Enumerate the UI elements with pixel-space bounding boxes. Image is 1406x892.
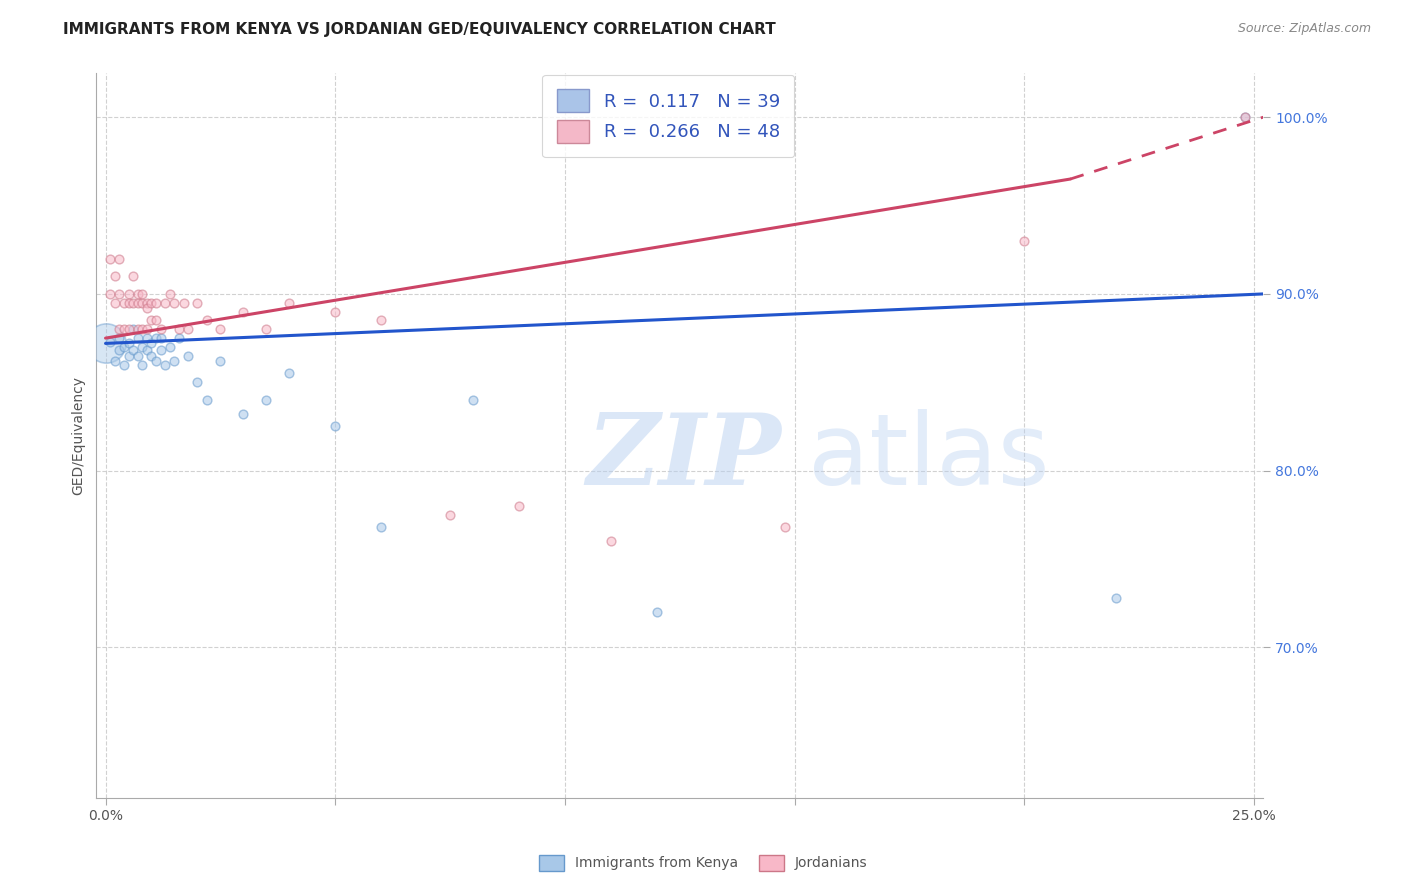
Point [177, 322, 200, 336]
Point [145, 354, 167, 368]
Point [600, 534, 623, 549]
Point [186, 376, 208, 390]
Point [122, 322, 145, 336]
Point [159, 287, 181, 301]
Point [122, 343, 145, 358]
Point [141, 295, 163, 310]
Point [117, 349, 139, 363]
Point [1105, 591, 1128, 605]
Point [323, 304, 346, 318]
Point [167, 322, 190, 336]
Point [135, 295, 157, 310]
Point [1233, 110, 1256, 124]
Point [131, 340, 153, 354]
Point [186, 295, 208, 310]
Text: atlas: atlas [808, 409, 1050, 506]
Point [149, 343, 172, 358]
Point [195, 392, 218, 407]
Point [775, 520, 797, 534]
Point [232, 407, 254, 421]
Point [155, 295, 177, 310]
Point [195, 313, 218, 327]
Point [135, 331, 157, 345]
Point [155, 358, 177, 372]
Y-axis label: GED/Equivalency: GED/Equivalency [72, 376, 86, 495]
Point [117, 336, 139, 351]
Point [94, 336, 117, 351]
Point [278, 295, 301, 310]
Point [108, 287, 131, 301]
Point [131, 358, 153, 372]
Point [209, 354, 232, 368]
Point [149, 322, 172, 336]
Point [108, 252, 131, 266]
Point [112, 295, 135, 310]
Point [135, 322, 157, 336]
Text: ZIP: ZIP [586, 409, 782, 506]
Point [135, 343, 157, 358]
Point [163, 295, 186, 310]
Point [145, 331, 167, 345]
Point [127, 322, 149, 336]
Point [112, 340, 135, 354]
Point [104, 269, 127, 284]
Point [117, 295, 139, 310]
Text: Source: ZipAtlas.com: Source: ZipAtlas.com [1237, 22, 1371, 36]
Point [131, 322, 153, 336]
Point [159, 340, 181, 354]
Point [370, 520, 392, 534]
Point [209, 322, 232, 336]
Point [149, 331, 172, 345]
Point [98, 334, 121, 349]
Point [323, 419, 346, 434]
Point [108, 322, 131, 336]
Point [112, 322, 135, 336]
Point [645, 605, 668, 619]
Point [127, 349, 149, 363]
Point [254, 392, 277, 407]
Point [122, 295, 145, 310]
Point [104, 295, 127, 310]
Point [104, 354, 127, 368]
Point [278, 367, 301, 381]
Point [122, 269, 145, 284]
Point [127, 331, 149, 345]
Text: IMMIGRANTS FROM KENYA VS JORDANIAN GED/EQUIVALENCY CORRELATION CHART: IMMIGRANTS FROM KENYA VS JORDANIAN GED/E… [63, 22, 776, 37]
Point [127, 295, 149, 310]
Point [117, 287, 139, 301]
Point [117, 322, 139, 336]
Point [370, 313, 392, 327]
Point [163, 354, 186, 368]
Point [108, 343, 131, 358]
Point [177, 349, 200, 363]
Point [439, 508, 461, 522]
Point [112, 358, 135, 372]
Point [131, 295, 153, 310]
Legend: R =  0.117   N = 39, R =  0.266   N = 48: R = 0.117 N = 39, R = 0.266 N = 48 [543, 75, 794, 157]
Point [141, 313, 163, 327]
Point [98, 287, 121, 301]
Point [254, 322, 277, 336]
Point [508, 499, 530, 513]
Point [141, 349, 163, 363]
Point [461, 392, 484, 407]
Point [127, 287, 149, 301]
Point [1014, 234, 1036, 248]
Point [145, 295, 167, 310]
Point [141, 336, 163, 351]
Point [232, 304, 254, 318]
Legend: Immigrants from Kenya, Jordanians: Immigrants from Kenya, Jordanians [533, 849, 873, 876]
Point [167, 331, 190, 345]
Point [98, 252, 121, 266]
Point [145, 313, 167, 327]
Point [173, 295, 195, 310]
Point [1233, 110, 1256, 124]
Point [131, 287, 153, 301]
Point [108, 331, 131, 345]
Point [135, 301, 157, 315]
